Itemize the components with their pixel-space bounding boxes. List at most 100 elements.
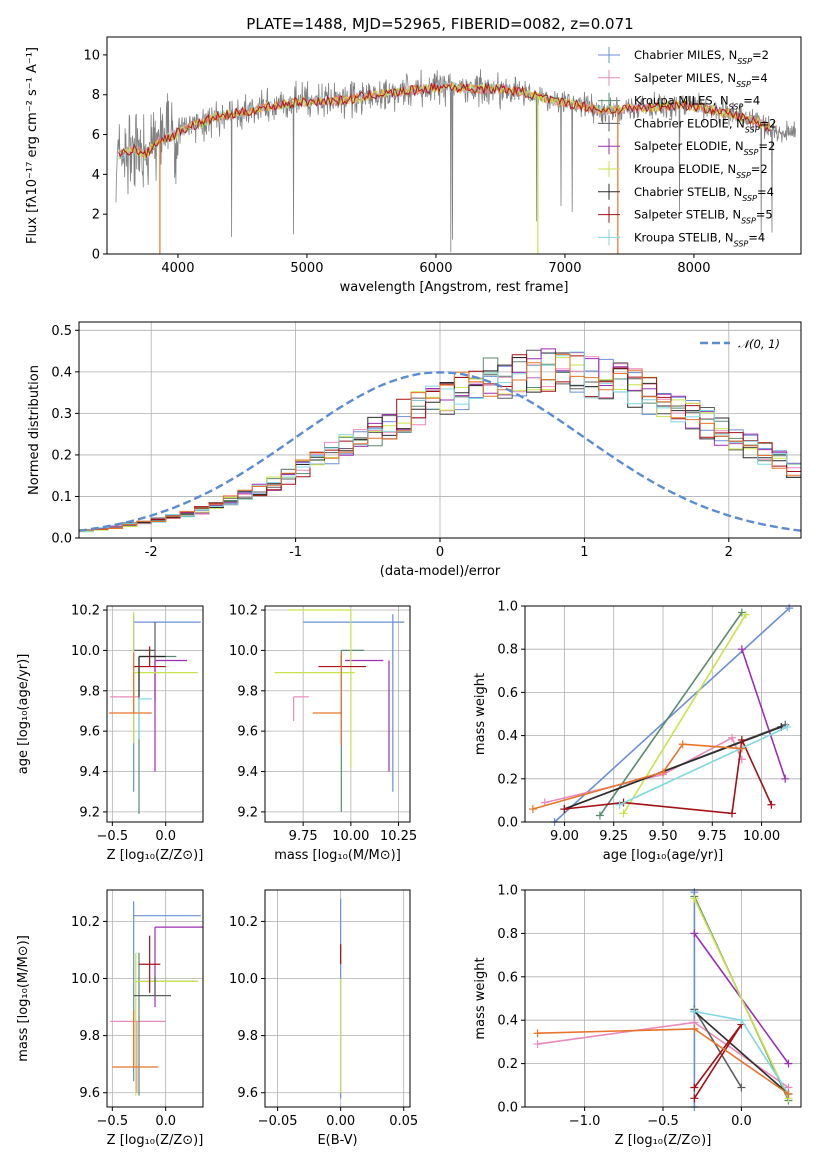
weight-marker: [737, 1016, 746, 1025]
y-tick-label: 10.2: [229, 604, 258, 619]
x-tick-label: 7000: [548, 261, 581, 276]
error-bar-point: [139, 935, 161, 993]
weight-vs-age-axes: 9.00 9.25 9.50 9.75 10.00 0.0 0.2 0.4 0.6 0.8 1.0 a…: [473, 600, 802, 863]
error-bar-point: [154, 659, 187, 772]
y-tick-label: 0.3: [51, 407, 72, 422]
error-bar-point: [138, 952, 198, 1096]
axes-frame: [264, 605, 411, 823]
x-tick-label: 0: [436, 545, 444, 560]
spectrum-axes: 4000 5000 6000 7000 8000 0 2 4 6 8 10 wavelength [A…: [25, 36, 802, 295]
x-axis-label: Z [log₁₀(Z/Z⊙)]: [107, 1133, 204, 1148]
legend-sub: SSP: [729, 102, 744, 111]
weight-line: [599, 612, 743, 816]
legend-name: Salpeter STELIB, N: [634, 208, 741, 222]
x-tick-label: 0.0: [155, 1114, 176, 1129]
weight-marker: [678, 740, 687, 749]
weight-marker: [595, 811, 604, 820]
weight-marker: [560, 805, 569, 814]
y-tick-label: 9.6: [79, 1086, 100, 1101]
y-tick-label: 0.2: [497, 1057, 518, 1072]
legend-sub: SSP: [737, 57, 752, 66]
x-tick-label: −0.05: [258, 1114, 298, 1129]
error-bar-point: [133, 901, 201, 1082]
y-tick-label: 9.2: [237, 805, 258, 820]
mass-vs-metallicity-axes: −0.5 0.0 9.6 9.8 10.0 10.2 Z [log₁₀(Z/Z⊙)] mass…: [16, 889, 204, 1148]
weight-marker: [533, 1029, 542, 1038]
x-tick-label: 9.50: [649, 829, 678, 844]
y-tick-label: 9.8: [79, 1029, 100, 1044]
weight-marker: [690, 894, 699, 903]
y-axis-label: mass weight: [473, 957, 488, 1039]
weight-line: [693, 1010, 790, 1095]
gaussian-curve: [78, 371, 802, 532]
x-tick-label: −1.0: [569, 1114, 601, 1129]
weight-marker: [690, 1094, 699, 1103]
weight-marker: [528, 805, 537, 814]
y-tick-label: 0: [92, 248, 100, 263]
weight-marker: [728, 809, 736, 818]
y-tick-label: 9.2: [79, 805, 100, 820]
x-tick-label: 5000: [290, 261, 323, 276]
legend-entry: Chabrier ELODIE, NSSP=2: [634, 116, 776, 133]
x-tick-label: 1: [580, 545, 588, 560]
y-tick-label: 4: [92, 168, 100, 183]
y-tick-label: 9.6: [237, 1086, 258, 1101]
y-tick-label: 10.0: [71, 972, 100, 987]
x-tick-label: 4000: [161, 261, 194, 276]
x-tick-label: 8000: [677, 261, 710, 276]
axes-frame: [106, 36, 802, 255]
y-tick-label: 0.8: [497, 643, 518, 658]
error-bar-point: [135, 952, 198, 1096]
y-tick-label: 6: [92, 128, 100, 143]
weight-line: [564, 737, 773, 815]
residual-histogram: [79, 353, 801, 531]
weight-marker: [690, 1007, 699, 1016]
legend-name: Kroupa STELIB, N: [634, 230, 734, 244]
error-bar-point: [293, 696, 309, 722]
y-tick-label: 8: [92, 88, 100, 103]
weight-line: [554, 607, 790, 823]
error-bar-point: [133, 622, 156, 701]
error-bar-point: [133, 975, 171, 997]
residuals-axes: -2 -1 0 1 2 0.0 0.1 0.2 0.3 0.4 0.5 (data-model)/er…: [27, 321, 802, 579]
y-tick-label: 1.0: [497, 600, 518, 615]
weight-line: [564, 726, 782, 810]
x-tick-label: 9.75: [289, 829, 318, 844]
weight-marker: [619, 809, 628, 818]
error-bar-point: [133, 614, 201, 792]
legend-entry: Salpeter ELODIE, NSSP=2: [634, 139, 775, 157]
x-tick-label: -1: [289, 545, 302, 560]
weight-marker: [615, 800, 624, 809]
x-tick-label: 0.0: [155, 829, 176, 844]
legend-sub: SSP: [734, 239, 749, 248]
x-tick-label: 10.00: [743, 829, 780, 844]
y-tick-label: 9.4: [237, 765, 258, 780]
legend-sub: SSP: [736, 171, 751, 180]
x-tick-label: −0.5: [647, 1114, 679, 1129]
legend-tail: =2: [758, 139, 775, 153]
legend-tail: =2: [760, 116, 777, 130]
y-tick-label: 9.4: [79, 765, 100, 780]
y-tick-label: 0.2: [51, 448, 72, 463]
x-tick-label: 10.25: [380, 829, 417, 844]
error-bar-point: [110, 1020, 166, 1093]
legend-name: Chabrier ELODIE, N: [634, 116, 745, 130]
weight-marker: [784, 1089, 793, 1098]
weight-marker: [690, 929, 699, 938]
weight-marker: [737, 744, 746, 753]
axes-frame: [106, 605, 204, 823]
x-tick-label: 9.00: [550, 829, 579, 844]
model-spectrum: [118, 81, 771, 158]
y-tick-label: 10: [83, 48, 100, 63]
weight-marker: [737, 1083, 746, 1092]
weight-marker: [533, 1040, 542, 1049]
weight-line: [693, 1024, 743, 1099]
y-tick-label: 0.0: [497, 816, 518, 831]
weight-line: [619, 726, 788, 806]
error-bar-point: [112, 1009, 159, 1068]
weight-line: [741, 648, 786, 780]
y-axis-label: mass [log₁₀(M/M⊙)]: [16, 935, 31, 1062]
legend-name: Salpeter MILES, N: [634, 71, 736, 85]
legend-entry: Salpeter STELIB, NSSP=5: [634, 208, 773, 226]
